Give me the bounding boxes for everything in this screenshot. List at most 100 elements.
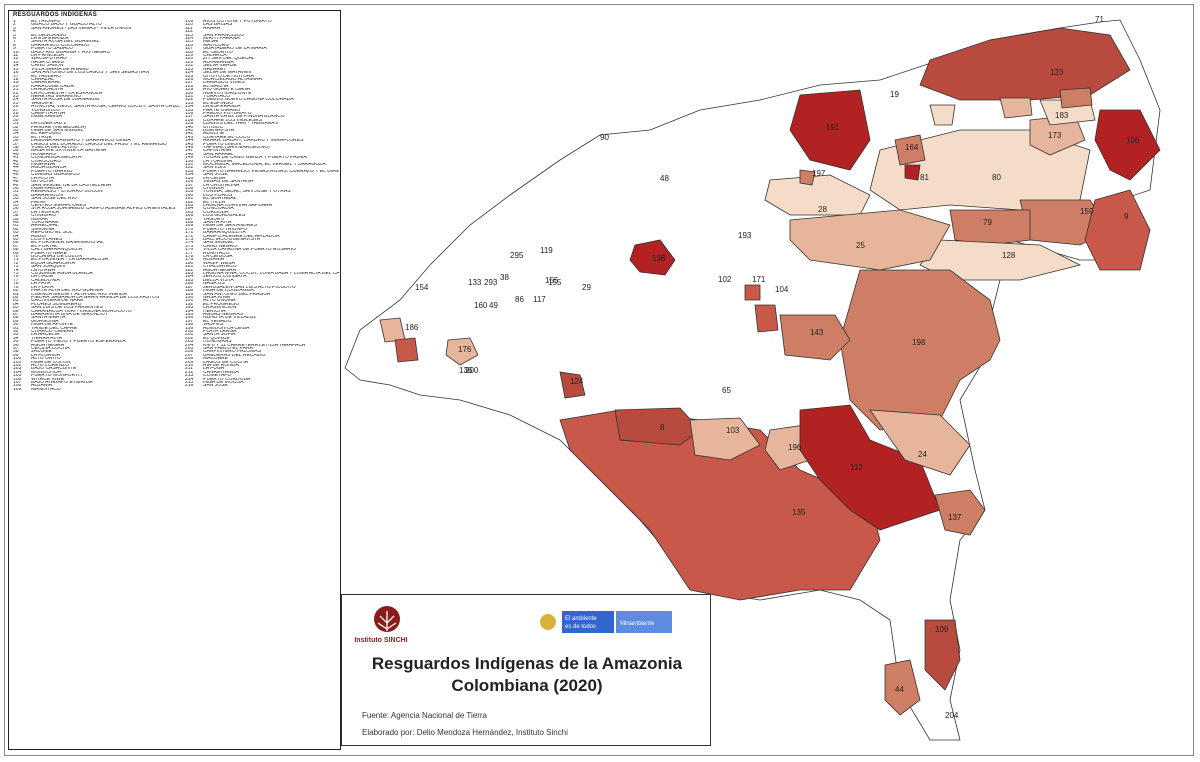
legend-row: 132 PUEBLO NUEVO LAGUNA COLORADA (185, 98, 339, 101)
legend-row: 78 LA PAYA (13, 282, 181, 285)
legend-number: 215 (185, 381, 194, 385)
legend-name: LA CRISTALINA (203, 183, 240, 187)
legend-name: CALI BARRANQUILLA (31, 248, 83, 252)
legend-row: 151 MOCAGUA, MACEDONIA, EL VERGEL Y ZARAG… (185, 163, 339, 166)
legend-number: 184 (185, 275, 194, 279)
legend-name: CUSUMBE AGUA BLANCA (31, 272, 93, 276)
legend-name: ABUBI (31, 234, 47, 238)
legend-name: CENTRO MIRAFLORES (31, 203, 87, 208)
legend-number: 163 (185, 203, 194, 208)
legend-number: 206 (185, 350, 194, 354)
legend-number: 91 (13, 326, 19, 330)
legend-row: 163 LAGUNA CURVINA SAPUARA (185, 204, 339, 207)
legend-name: EL PORVENIR KANANGUCHAL (31, 241, 104, 245)
legend-row: 115 MESAI (185, 40, 339, 43)
legend-row: 170 PUERTO TRIUNFO (185, 228, 339, 231)
legend-row: 111 ARARA (185, 27, 339, 30)
legend-number: 128 (185, 84, 194, 89)
legend-row: 94 TIERRA ALTA (13, 337, 181, 340)
legend-name: SAN LUIS DE LOS PARIENTES (31, 306, 103, 310)
legend-number: 173 (185, 238, 194, 242)
legend-name: EL GUAYABAL (203, 197, 237, 201)
legend-row: 51 REMANSO - CHORRO BOCON (13, 190, 181, 193)
legend-row: 20 KARACUBE CADA (13, 85, 181, 88)
legend-name: EL CEDRITO (203, 50, 233, 55)
legend-name: EL VENADO (203, 319, 232, 324)
legend-name: LA FLOTA (31, 176, 54, 181)
legend-number: 101 (13, 360, 22, 365)
legend-name: CARANACOA YURI - LAGUNA MOROCOTO (31, 309, 132, 313)
legend-number: 36 (13, 139, 19, 143)
legend-row: 183 LAGUNA NIÑA, COCUY, LOMA BABA Y LOMA … (185, 272, 339, 275)
legend-name: NERETAS MIRAMINO (31, 94, 82, 99)
legend-number: 51 (13, 190, 19, 194)
legend-name: BUENAVISTA (203, 129, 234, 133)
legend-row: 29 INGA KAMSA (13, 115, 181, 118)
legend-row: 188 INGA DE CONDAGUA (185, 289, 339, 292)
legend-name: EL ESPINGO (203, 101, 234, 106)
legend-row: 212 CANREITAGUA (185, 371, 339, 374)
legend-number: 162 (185, 200, 194, 204)
legend-row: 84 FLORES SOMBRERO (13, 303, 181, 306)
region-number-label: 295 (510, 251, 524, 260)
legend-number: 195 (185, 312, 194, 317)
region-25 (789, 209, 951, 271)
legend-row: 98 JACOME (13, 350, 181, 353)
legend-number: 41 (13, 156, 19, 160)
legend-number: 211 (185, 367, 193, 371)
legend-name: KM 6 Y 11 CARRETERA LETICIA TARAPACA (203, 343, 306, 347)
region-number-label: 71 (1095, 15, 1104, 24)
legend-row: 205 SAN PABLO EL PARA (185, 347, 339, 350)
legend-number: 192 (185, 302, 194, 307)
region-79 (949, 209, 1031, 246)
legend-name: EL PROGRESO (203, 302, 240, 307)
legend-name: LA PLAYA (31, 285, 54, 290)
legend-name: RIA DE RONDA (203, 364, 239, 368)
legend-name: PUERTO MONFORTH (31, 374, 82, 378)
legend-number: 82 (13, 295, 19, 300)
legend-name: ISHU AWA (31, 268, 56, 273)
legend-number: 105 (13, 374, 22, 378)
legend-number: 151 (185, 163, 194, 167)
legend-number: 117 (185, 47, 193, 51)
region-number-label: 197 (812, 169, 826, 178)
legend-number: 100 (13, 357, 22, 361)
legend-name: STA ROSA JUANAMBU CAMPO ALEGRE ALPES ORI… (31, 207, 176, 211)
legend-number: 56 (13, 207, 19, 211)
legend-number: 166 (185, 214, 194, 218)
legend-name: LA TURBINA (203, 159, 233, 164)
legend-row: 64 ABUBI (13, 235, 181, 238)
legend-name: GORGONIA (31, 319, 59, 324)
legend-row: 55 CENTRO MIRAFLORES (13, 204, 181, 207)
legend-number: 171 (185, 231, 194, 235)
legend-row: 72 EQUA GUARICAYA (13, 262, 181, 265)
legend-name: UITOTO DE HUITORA (203, 74, 254, 78)
legend-row: 38 VUELTA DEL ALIVIO (13, 146, 181, 149)
legend-name: PALMI (31, 200, 46, 204)
legend-number: 132 (185, 98, 194, 102)
legend-row: 26 RONCHAL VIEJO, SANTA ROSA, CERRO COCUY… (13, 105, 181, 108)
legend-row: 169 INGA DE SAN ANDRES (185, 224, 339, 227)
legend-name: RUMIYACO (203, 251, 230, 256)
legend-name: TIERRA ALTA (31, 336, 62, 341)
legend-number: 34 (13, 132, 19, 136)
legend-name: SAN MIGUEL (203, 241, 234, 245)
region-106 (1094, 109, 1161, 181)
legend-row: 126 MURCIELAGO ALTAMIRA (185, 78, 339, 81)
legend-number: 9 (13, 47, 16, 51)
legend-row: 88 SANTA MARTA (13, 316, 181, 319)
region-113 (799, 404, 941, 531)
legend-name: CAMPITA RIVA (31, 111, 66, 116)
legend-name: GITUCHA (31, 180, 54, 184)
legend-number: 108 (13, 384, 22, 388)
legend-name: SAN ANTONIO DE LOS LAGOS Y SAN SEBASTIAN (31, 71, 150, 75)
legend-name: WACUPUTRAO (31, 57, 67, 61)
legend-row: 67 EL PORTAL (13, 245, 181, 248)
legend-row: 177 RUMIYACO (185, 252, 339, 255)
legend-name: HERICHA (203, 309, 226, 313)
legend-row: 48 GITUCHA (13, 180, 181, 183)
legend-row: 193 LA ASUNCION (185, 306, 339, 309)
legend-name: CALARCA (203, 54, 227, 58)
sinchi-logo-icon (374, 606, 400, 632)
legend-row: 179 ALBANIA (185, 258, 339, 261)
